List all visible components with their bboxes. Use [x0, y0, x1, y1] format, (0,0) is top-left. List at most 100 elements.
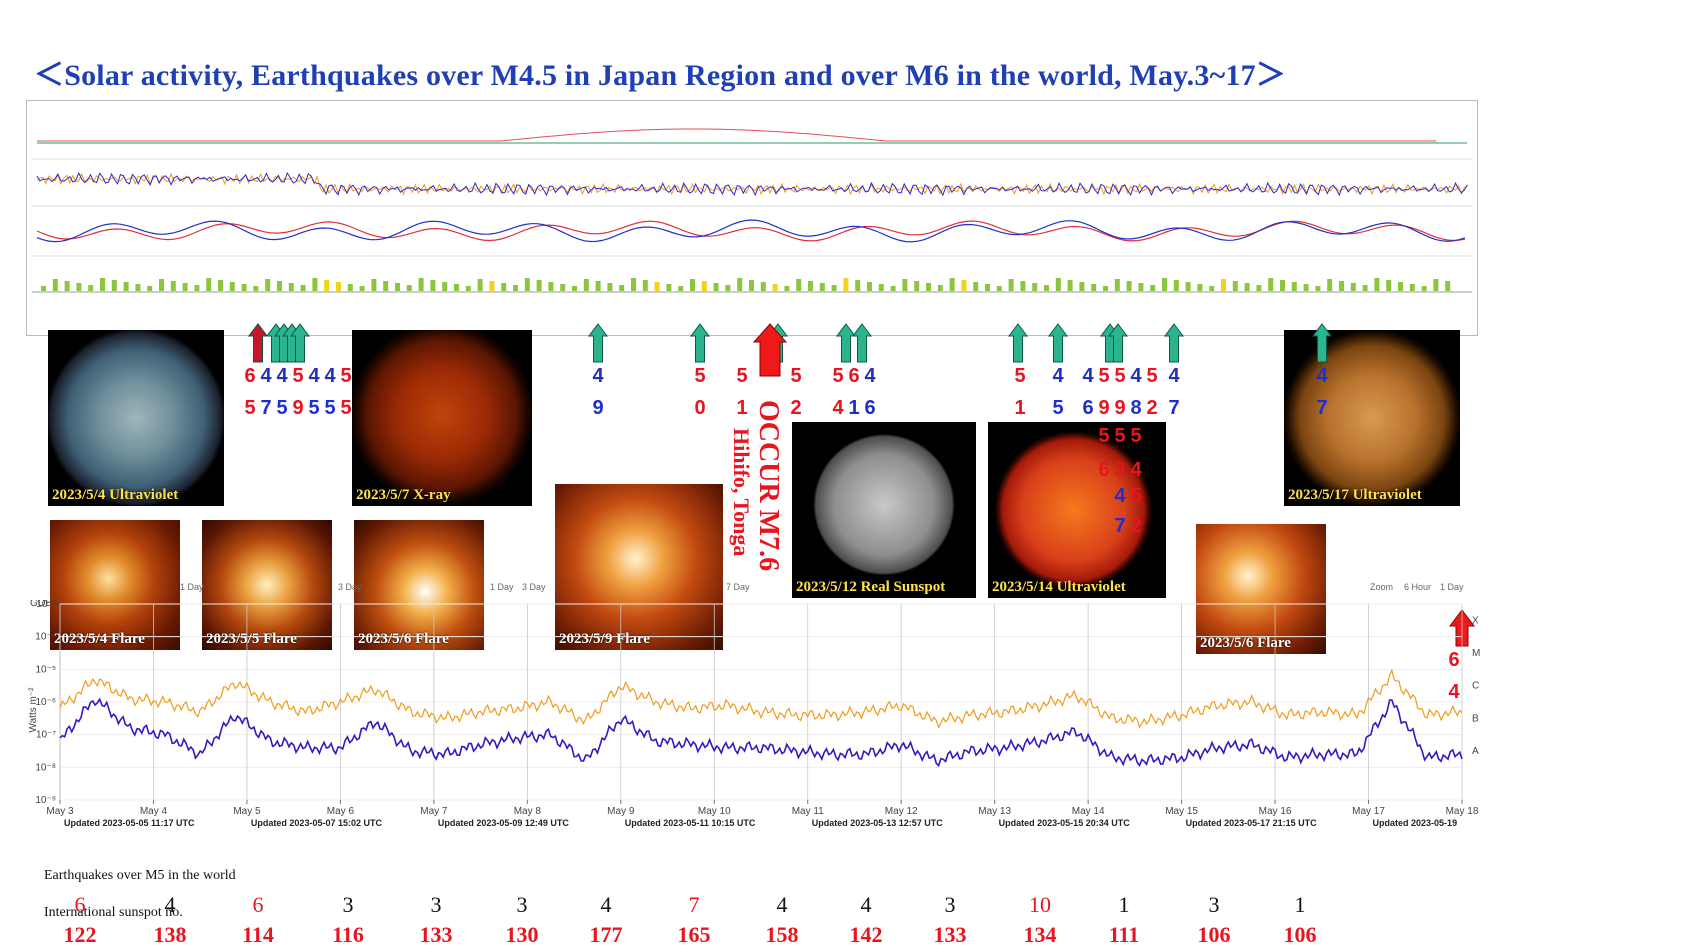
proton-flux-line: [37, 128, 1437, 142]
quake-magnitude: 5: [694, 365, 706, 387]
image-caption: 2023/5/4 Ultraviolet: [52, 487, 179, 503]
quake-magnitude: 5: [1014, 365, 1026, 387]
quake-magnitude: 2: [1146, 397, 1158, 419]
flux-series-line: [59, 697, 1463, 768]
kp-bar: [914, 281, 920, 291]
kp-bar: [1409, 284, 1415, 291]
quake-magnitude: 4: [864, 365, 876, 387]
quake-magnitude: 7: [1316, 397, 1328, 419]
kp-bar: [406, 285, 412, 291]
updated-label: Updated 2023-05-11 10:15 UTC: [625, 818, 756, 828]
kp-bar: [1197, 284, 1203, 291]
y-tick-label: 10⁻⁹: [35, 795, 56, 806]
zoom-label[interactable]: 1 Day: [490, 582, 514, 592]
kp-bar: [454, 284, 459, 291]
sunspot-number: 130: [505, 922, 539, 947]
kp-bar: [843, 278, 849, 291]
earthquake-count: 3: [1208, 892, 1220, 917]
quake-magnitude: 5: [276, 397, 288, 419]
kp-bar: [218, 280, 223, 291]
updated-label: Updated 2023-05-09 12:49 UTC: [438, 818, 570, 828]
sunspot-number: 111: [1108, 922, 1140, 947]
quake-magnitude: 5: [1130, 425, 1142, 447]
quake-magnitude: 9: [592, 397, 604, 419]
kp-bar: [831, 285, 837, 291]
earthquake-count: 3: [516, 892, 528, 917]
sunspot-number: 158: [765, 922, 799, 947]
earthquake-count: 1: [1118, 892, 1130, 917]
earthquake-count: 3: [944, 892, 956, 917]
kp-bar: [524, 278, 530, 291]
flare-class-label: C: [1472, 681, 1479, 692]
quake-magnitude: 2: [790, 397, 802, 419]
xray-flux-svg: 10⁻⁹ 10⁻⁸ 10⁻⁷ 10⁻⁶ 10⁻⁵ 10⁻⁴ 10⁻³ Watts m⁻² GOE…: [28, 600, 1480, 828]
kp-bar: [949, 278, 955, 291]
kp-bar: [678, 286, 684, 291]
flare-image-0509: 2023/5/9 Flare: [555, 484, 723, 650]
zoom-label[interactable]: 3 Day: [338, 582, 362, 592]
x-tick-label: May 12: [885, 806, 918, 817]
zoom-label[interactable]: Zoom: [1370, 582, 1394, 592]
zoom-label[interactable]: 1 Day: [180, 582, 204, 592]
quake-magnitude: 5: [832, 365, 844, 387]
quake-magnitude: 6: [1082, 397, 1094, 419]
quake-magnitude: 4: [276, 365, 288, 387]
quake-magnitude: 2: [1130, 515, 1142, 537]
kp-bar: [548, 282, 554, 291]
kp-bar: [1303, 284, 1309, 291]
quake-magnitude: 5: [1146, 365, 1158, 387]
quake-magnitude: 5: [736, 365, 748, 387]
quake-magnitude: 5: [308, 397, 320, 419]
zoom-label[interactable]: 1 Day: [1440, 582, 1464, 592]
updated-label: Updated 2023-05-17 21:15 UTC: [1186, 818, 1318, 828]
kp-bar: [147, 286, 153, 291]
quake-magnitude: 3: [1114, 459, 1126, 481]
updated-label: Updated 2023-05-05 11:17 UTC: [64, 818, 195, 828]
kp-bar: [1232, 281, 1238, 291]
quake-magnitude: 0: [694, 397, 706, 419]
kp-bar: [336, 282, 341, 291]
x-tick-label: May 11: [792, 806, 824, 817]
x-tick-label: May 6: [327, 806, 355, 817]
quake-magnitude: 4: [324, 365, 336, 387]
quake-magnitude: 7: [260, 397, 272, 419]
kp-bar: [642, 280, 648, 291]
kp-bar: [595, 281, 601, 291]
kp-bar: [1138, 283, 1144, 291]
kp-bar: [749, 280, 754, 291]
y-tick-label: 10⁻⁸: [35, 762, 56, 773]
kp-bar: [265, 279, 271, 291]
kp-bar: [1244, 283, 1250, 291]
quake-magnitude: 7: [1168, 397, 1180, 419]
quake-magnitude: 4: [592, 365, 604, 387]
x-tick-label: May 16: [1259, 806, 1292, 817]
quake-magnitude: 9: [292, 397, 304, 419]
space-weather-svg: [32, 128, 1472, 293]
kp-bar: [241, 284, 247, 291]
sunspot-number: 114: [242, 922, 274, 947]
x-tick-label: May 8: [514, 806, 542, 817]
kp-bar: [607, 283, 613, 291]
source-label: GOES: [30, 600, 59, 609]
magnetometer-line-b: [36, 219, 1466, 243]
zoom-label[interactable]: 3 Day: [522, 582, 546, 592]
major-quake-arrow: [752, 323, 788, 377]
kp-bar: [277, 281, 282, 291]
kp-bar: [253, 286, 259, 291]
zoom-label[interactable]: 7 Day: [726, 582, 750, 592]
quake-magnitude: 5: [1098, 425, 1110, 447]
kp-bar: [737, 278, 743, 291]
kp-bar: [1291, 282, 1297, 291]
sunspot-number: 133: [419, 922, 453, 947]
kp-bar: [1362, 285, 1368, 291]
earthquake-count: 4: [600, 892, 612, 917]
quake-magnitude: 6: [244, 365, 256, 387]
quake-magnitude: 6: [1098, 459, 1110, 481]
flare-image-0504: 2023/5/4 Flare: [50, 520, 180, 650]
zoom-label[interactable]: 6 Hour: [1404, 582, 1432, 592]
quake-arrow: [852, 323, 872, 363]
earthquake-count: 7: [688, 892, 700, 917]
kp-bar: [300, 285, 306, 291]
y-tick-label: 10⁻³: [36, 600, 56, 610]
quake-magnitude: 4: [1052, 365, 1064, 387]
